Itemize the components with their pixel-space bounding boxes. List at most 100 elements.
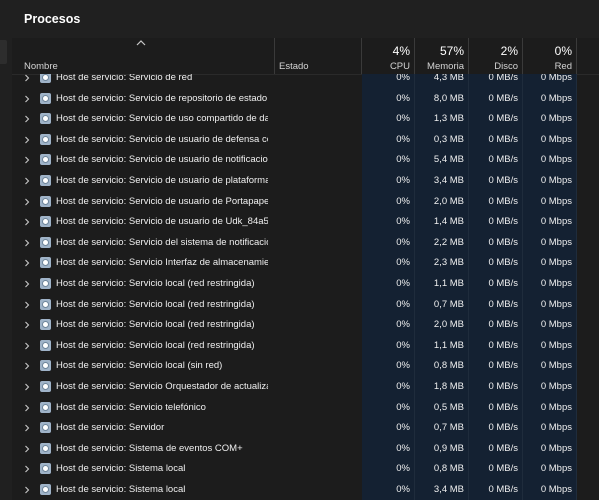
chevron-right-icon[interactable] — [24, 301, 30, 309]
column-header-cpu[interactable]: 4% CPU — [362, 38, 414, 74]
process-row[interactable]: Host de servicio: Servicio de usuario de… — [12, 212, 599, 233]
process-network: 0 Mbps — [540, 381, 572, 392]
process-row[interactable]: Host de servicio: Servicio de usuario de… — [12, 192, 599, 213]
process-row[interactable]: Host de servicio: Sistema local 0% 0,8 MB 0… — [12, 459, 599, 480]
service-host-gear-icon — [40, 175, 51, 186]
column-header-estado[interactable]: Estado — [279, 61, 309, 72]
process-memory: 1,8 MB — [433, 381, 464, 392]
chevron-right-icon[interactable] — [24, 177, 30, 185]
chevron-right-icon[interactable] — [24, 424, 30, 432]
process-disk: 0 MB/s — [488, 339, 518, 351]
service-host-gear-icon — [40, 236, 51, 248]
process-row[interactable]: Host de servicio: Servicio local (red re… — [12, 336, 599, 357]
process-row[interactable]: Host de servicio: Servicio local (red re… — [12, 295, 599, 316]
process-row[interactable]: Host de servicio: Servicio local (red re… — [12, 315, 599, 336]
chevron-right-icon[interactable] — [24, 321, 30, 329]
process-row[interactable]: Host de servicio: Servicio local (red re… — [12, 274, 599, 295]
column-divider[interactable] — [576, 38, 577, 74]
process-name: Host de servicio: Servicio local (sin re… — [56, 360, 223, 372]
process-disk: 0 MB/s — [488, 298, 518, 310]
process-network: 0 Mbps — [540, 175, 572, 186]
column-divider[interactable] — [361, 38, 362, 74]
process-network: 0 Mbps — [540, 298, 572, 310]
process-disk: 0 MB/s — [488, 401, 518, 413]
column-divider[interactable] — [468, 38, 469, 74]
chevron-right-icon[interactable] — [24, 486, 30, 494]
service-host-gear-icon — [40, 339, 51, 351]
process-row[interactable]: Host de servicio: Servicio de repositori… — [12, 89, 599, 110]
chevron-right-icon[interactable] — [24, 136, 30, 144]
service-host-gear-icon — [40, 195, 51, 207]
process-memory: 1,4 MB — [433, 216, 464, 228]
process-list: Host de servicio: Servicio de red 0% 4,3 M… — [12, 74, 599, 500]
process-disk: 0 MB/s — [488, 113, 518, 125]
process-network: 0 Mbps — [540, 216, 572, 228]
column-divider[interactable] — [274, 38, 275, 74]
process-disk: 0 MB/s — [488, 74, 518, 83]
process-row[interactable]: Host de servicio: Servidor 0% 0,7 MB 0 MB/s… — [12, 418, 599, 439]
process-network: 0 Mbps — [540, 463, 572, 475]
chevron-right-icon[interactable] — [24, 383, 30, 391]
chevron-right-icon[interactable] — [24, 342, 30, 350]
process-row[interactable]: Host de servicio: Servicio telefónico 0% 0… — [12, 398, 599, 419]
disk-header-label: Disco — [494, 61, 518, 72]
sort-ascending-icon[interactable] — [136, 39, 146, 47]
cpu-header-label: CPU — [389, 61, 410, 72]
process-row[interactable]: Host de servicio: Servicio Interfaz de a… — [12, 253, 599, 274]
process-row[interactable]: Host de servicio: Servicio de uso compar… — [12, 109, 599, 130]
service-host-gear-icon — [40, 133, 51, 145]
service-host-gear-icon — [40, 360, 51, 372]
chevron-right-icon[interactable] — [24, 198, 30, 206]
column-divider — [576, 74, 577, 500]
process-disk: 0 MB/s — [488, 257, 518, 269]
process-memory: 2,3 MB — [433, 257, 464, 269]
process-network: 0 Mbps — [540, 339, 572, 351]
process-row[interactable]: Host de servicio: Servicio Orquestador d… — [12, 377, 599, 398]
process-row[interactable]: Host de servicio: Sistema de eventos COM… — [12, 439, 599, 460]
chevron-right-icon[interactable] — [24, 74, 30, 82]
column-divider[interactable] — [414, 38, 415, 74]
chevron-right-icon[interactable] — [24, 95, 30, 103]
chevron-right-icon[interactable] — [24, 156, 30, 164]
process-row[interactable]: Host de servicio: Servicio de usuario de… — [12, 150, 599, 171]
process-memory: 0,8 MB — [433, 463, 464, 475]
process-memory: 8,0 MB — [433, 92, 464, 104]
process-row[interactable]: Host de servicio: Servicio del sistema d… — [12, 233, 599, 254]
nav-indicator[interactable] — [0, 40, 7, 64]
process-network: 0 Mbps — [540, 278, 572, 289]
column-header-disco[interactable]: 2% Disco — [469, 38, 522, 74]
service-host-gear-icon — [40, 113, 51, 125]
process-row[interactable]: Host de servicio: Servicio de usuario de… — [12, 130, 599, 151]
process-disk: 0 MB/s — [488, 360, 518, 372]
chevron-right-icon[interactable] — [24, 362, 30, 370]
column-header-red[interactable]: 0% Red — [523, 38, 576, 74]
chevron-right-icon[interactable] — [24, 259, 30, 267]
process-row[interactable]: Host de servicio: Servicio de red 0% 4,3 M… — [12, 74, 599, 89]
chevron-right-icon[interactable] — [24, 465, 30, 473]
process-name: Host de servicio: Servicio local (red re… — [56, 339, 255, 351]
process-row[interactable]: Host de servicio: Sistema local 0% 3,4 MB 0… — [12, 480, 599, 500]
process-cpu: 0% — [396, 319, 410, 331]
chevron-right-icon[interactable] — [24, 239, 30, 247]
column-header-name[interactable]: Nombre — [24, 61, 58, 72]
process-network: 0 Mbps — [540, 360, 572, 372]
chevron-right-icon[interactable] — [24, 404, 30, 412]
service-host-gear-icon — [40, 401, 51, 413]
chevron-right-icon[interactable] — [24, 445, 30, 453]
service-host-gear-icon — [40, 484, 51, 495]
nav-strip — [0, 38, 12, 500]
process-cpu: 0% — [396, 298, 410, 310]
chevron-right-icon[interactable] — [24, 115, 30, 123]
process-cpu: 0% — [396, 236, 410, 248]
process-disk: 0 MB/s — [488, 236, 518, 248]
service-host-gear-icon — [40, 422, 51, 434]
process-memory: 2,0 MB — [433, 195, 464, 207]
column-divider[interactable] — [522, 38, 523, 74]
chevron-right-icon[interactable] — [24, 218, 30, 226]
process-row[interactable]: Host de servicio: Servicio de usuario de… — [12, 171, 599, 192]
chevron-right-icon[interactable] — [24, 280, 30, 288]
service-host-gear-icon — [40, 216, 51, 228]
column-header-memoria[interactable]: 57% Memoria — [415, 38, 468, 74]
process-row[interactable]: Host de servicio: Servicio local (sin re… — [12, 356, 599, 377]
process-disk: 0 MB/s — [488, 92, 518, 104]
